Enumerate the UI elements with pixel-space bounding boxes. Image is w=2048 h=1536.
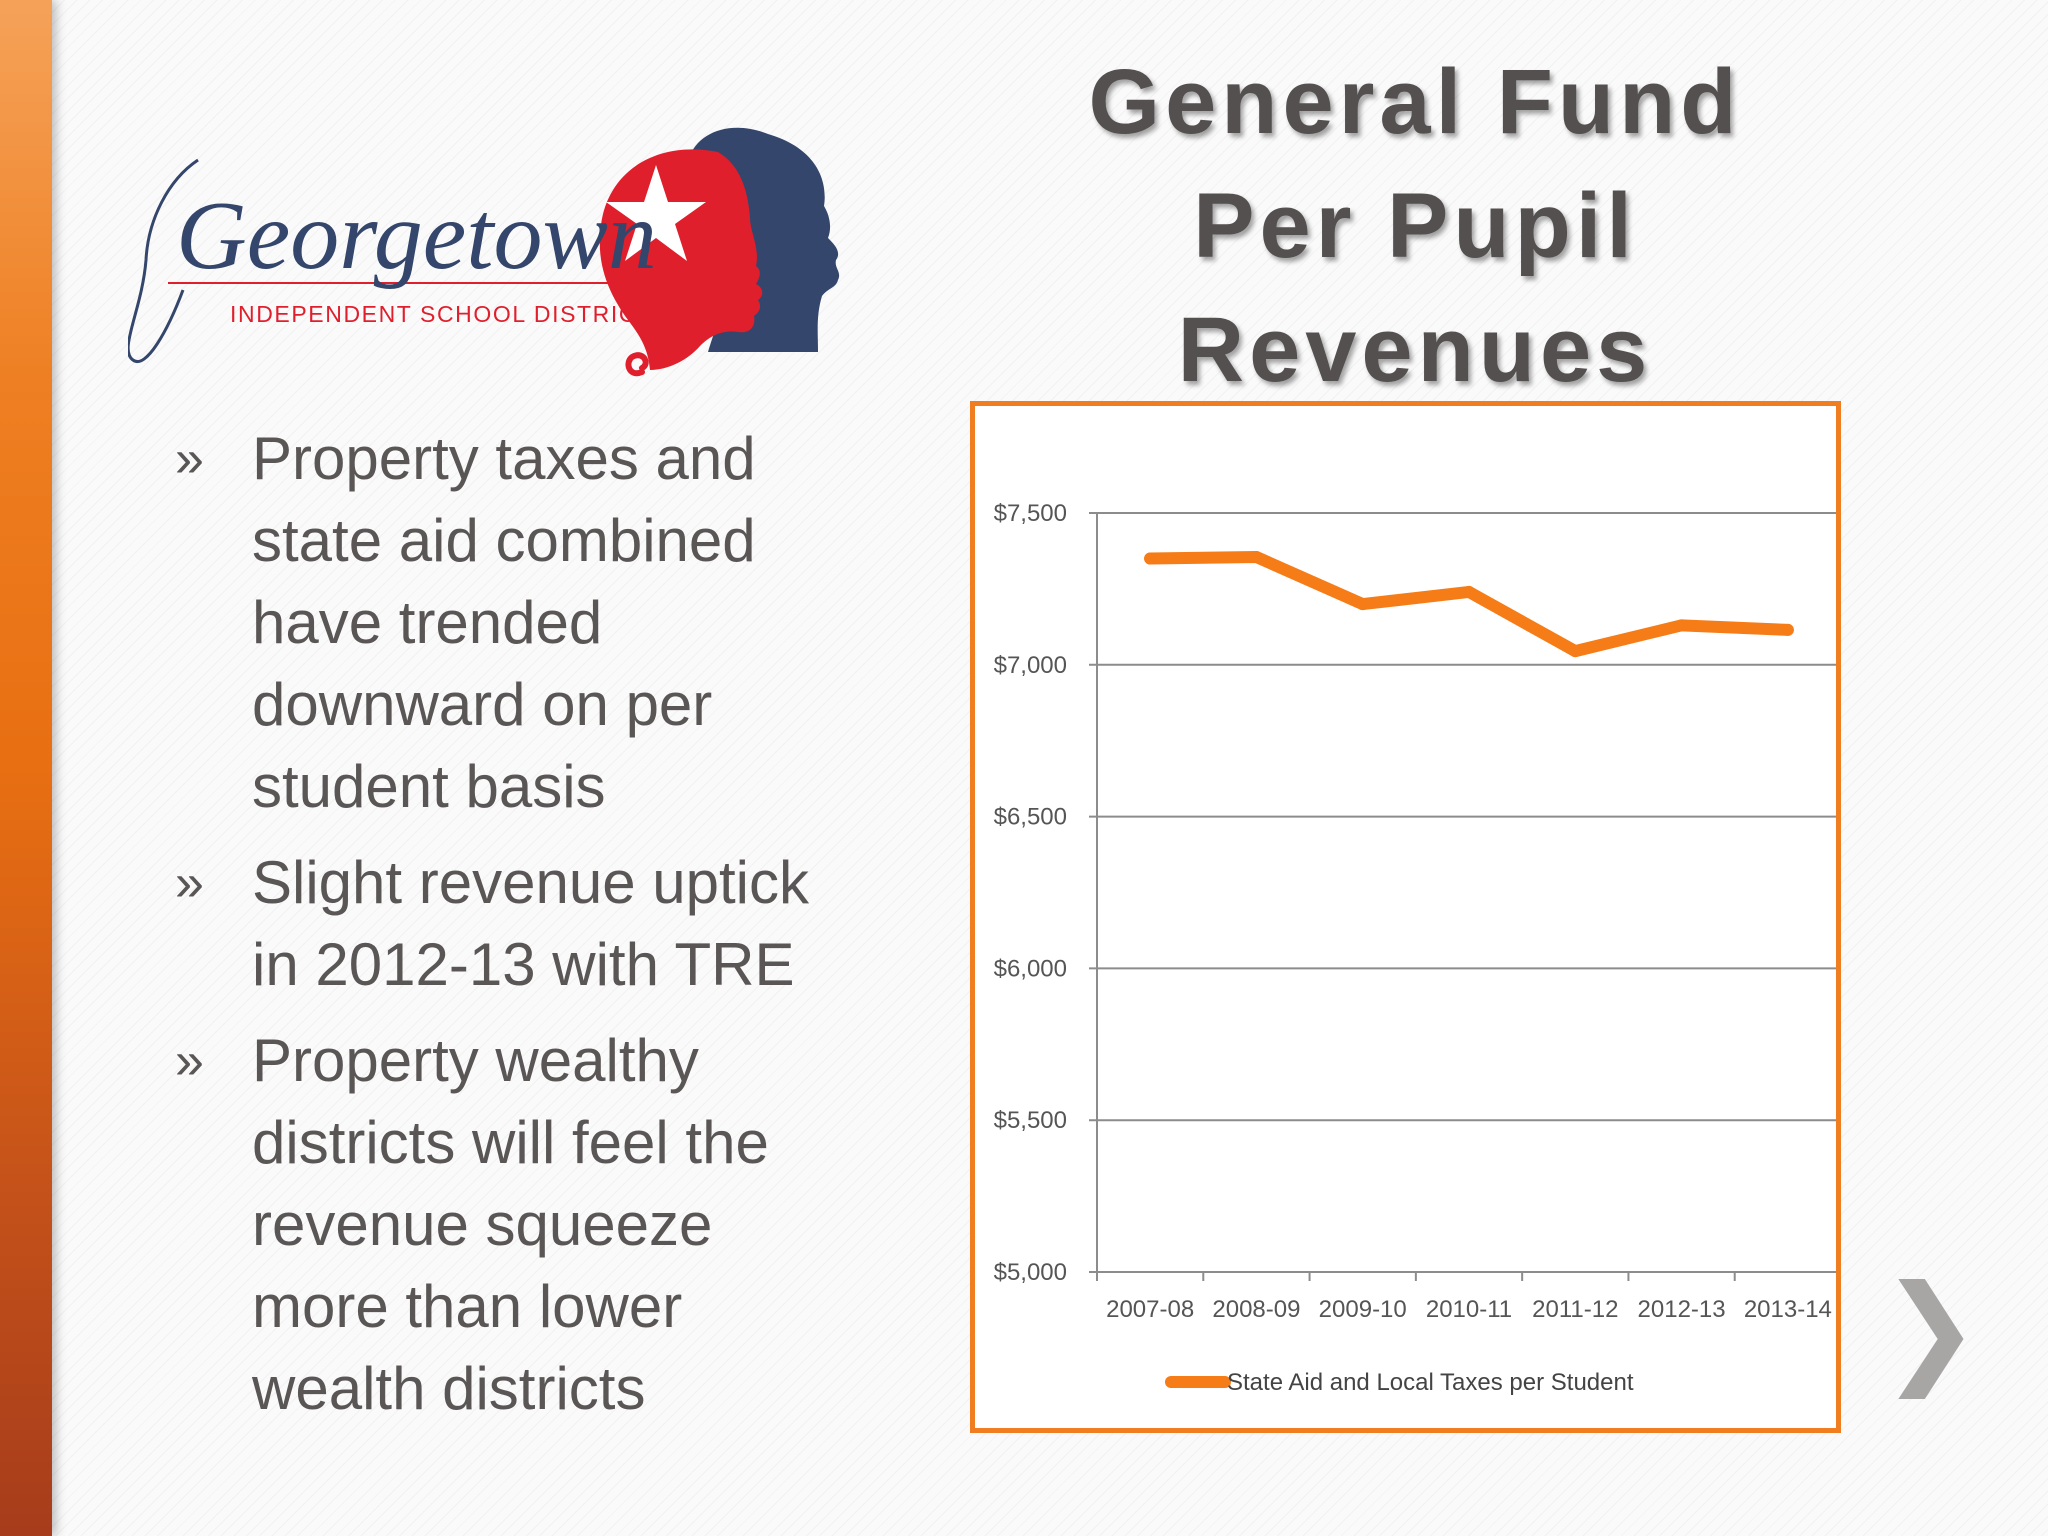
x-tick-label: 2009-10 [1319, 1296, 1407, 1323]
chevron-right-icon[interactable]: ❯ [1880, 1260, 1981, 1399]
bullet-line: Property taxes and [252, 425, 756, 492]
line-chart-svg: $5,000 $5,500 $6,000 $6,500 $7,000 $7,500 2007… [994, 500, 1836, 1396]
bullet-line: student basis [252, 753, 606, 820]
title-line: Per Pupil [1193, 175, 1637, 277]
slide-title: General Fund Per Pupil Revenues [1020, 40, 1810, 412]
logo-wordmark: Georgetown [176, 182, 657, 290]
bullet-line: state aid combined [252, 507, 756, 574]
bullet-marker: » [175, 1032, 204, 1090]
bullet-item: » Slight revenue uptick in 2012-13 with … [175, 842, 895, 1006]
x-tick-label: 2008-09 [1212, 1296, 1300, 1323]
y-tick-label: $5,000 [994, 1259, 1067, 1286]
x-tick-label: 2010-11 [1426, 1296, 1512, 1323]
side-accent-bar [0, 0, 52, 1536]
data-point [1781, 623, 1794, 636]
series-line [1144, 551, 1794, 658]
x-tick-label: 2012-13 [1638, 1296, 1726, 1323]
bullet-marker: » [175, 430, 204, 488]
data-point [1356, 598, 1369, 611]
bullet-marker: » [175, 854, 204, 912]
data-point [1463, 585, 1475, 598]
script-flourish [128, 158, 199, 364]
bullet-line: revenue squeeze [252, 1191, 713, 1258]
hair-curl-shape [625, 352, 649, 377]
data-point [1144, 552, 1157, 565]
x-tick-label: 2011-12 [1532, 1296, 1618, 1323]
y-tick-label: $6,000 [994, 955, 1067, 982]
title-line: Revenues [1177, 299, 1653, 401]
bullet-line: downward on per [252, 671, 713, 738]
bullet-item: » Property wealthy districts will feel t… [175, 1020, 895, 1430]
y-tick-label: $7,000 [994, 652, 1067, 679]
bullet-line: more than lower [252, 1273, 683, 1340]
logo-subtitle: INDEPENDENT SCHOOL DISTRICT [230, 301, 653, 327]
data-point [1250, 551, 1263, 564]
bullet-line: Slight revenue uptick [252, 849, 809, 916]
title-line: General Fund [1088, 51, 1742, 153]
bullet-line: in 2012-13 with TRE [252, 931, 795, 998]
y-tick-label: $6,500 [994, 804, 1067, 831]
data-point [1569, 645, 1582, 658]
data-point [1675, 619, 1688, 632]
bullet-line: wealth districts [252, 1355, 646, 1422]
bullet-line: Property wealthy [252, 1027, 699, 1094]
y-tick-label: $7,500 [994, 500, 1067, 527]
revenue-chart: $5,000 $5,500 $6,000 $6,500 $7,000 $7,500 2007… [970, 401, 1841, 1433]
x-tick-label: 2013-14 [1744, 1296, 1832, 1323]
bullet-item: » Property taxes and state aid combined … [175, 418, 895, 828]
legend-label: State Aid and Local Taxes per Student [1227, 1369, 1634, 1396]
bullet-list: » Property taxes and state aid combined … [175, 418, 895, 1444]
star-icon [606, 165, 706, 261]
bullet-line: districts will feel the [252, 1109, 769, 1176]
bullet-line: have trended [252, 589, 603, 656]
x-tick-label: 2007-08 [1106, 1296, 1194, 1323]
district-logo: Georgetown INDEPENDENT SCHOOL DISTRICT [128, 127, 840, 377]
profiles-mark [599, 127, 840, 377]
y-tick-label: $5,500 [994, 1107, 1067, 1134]
